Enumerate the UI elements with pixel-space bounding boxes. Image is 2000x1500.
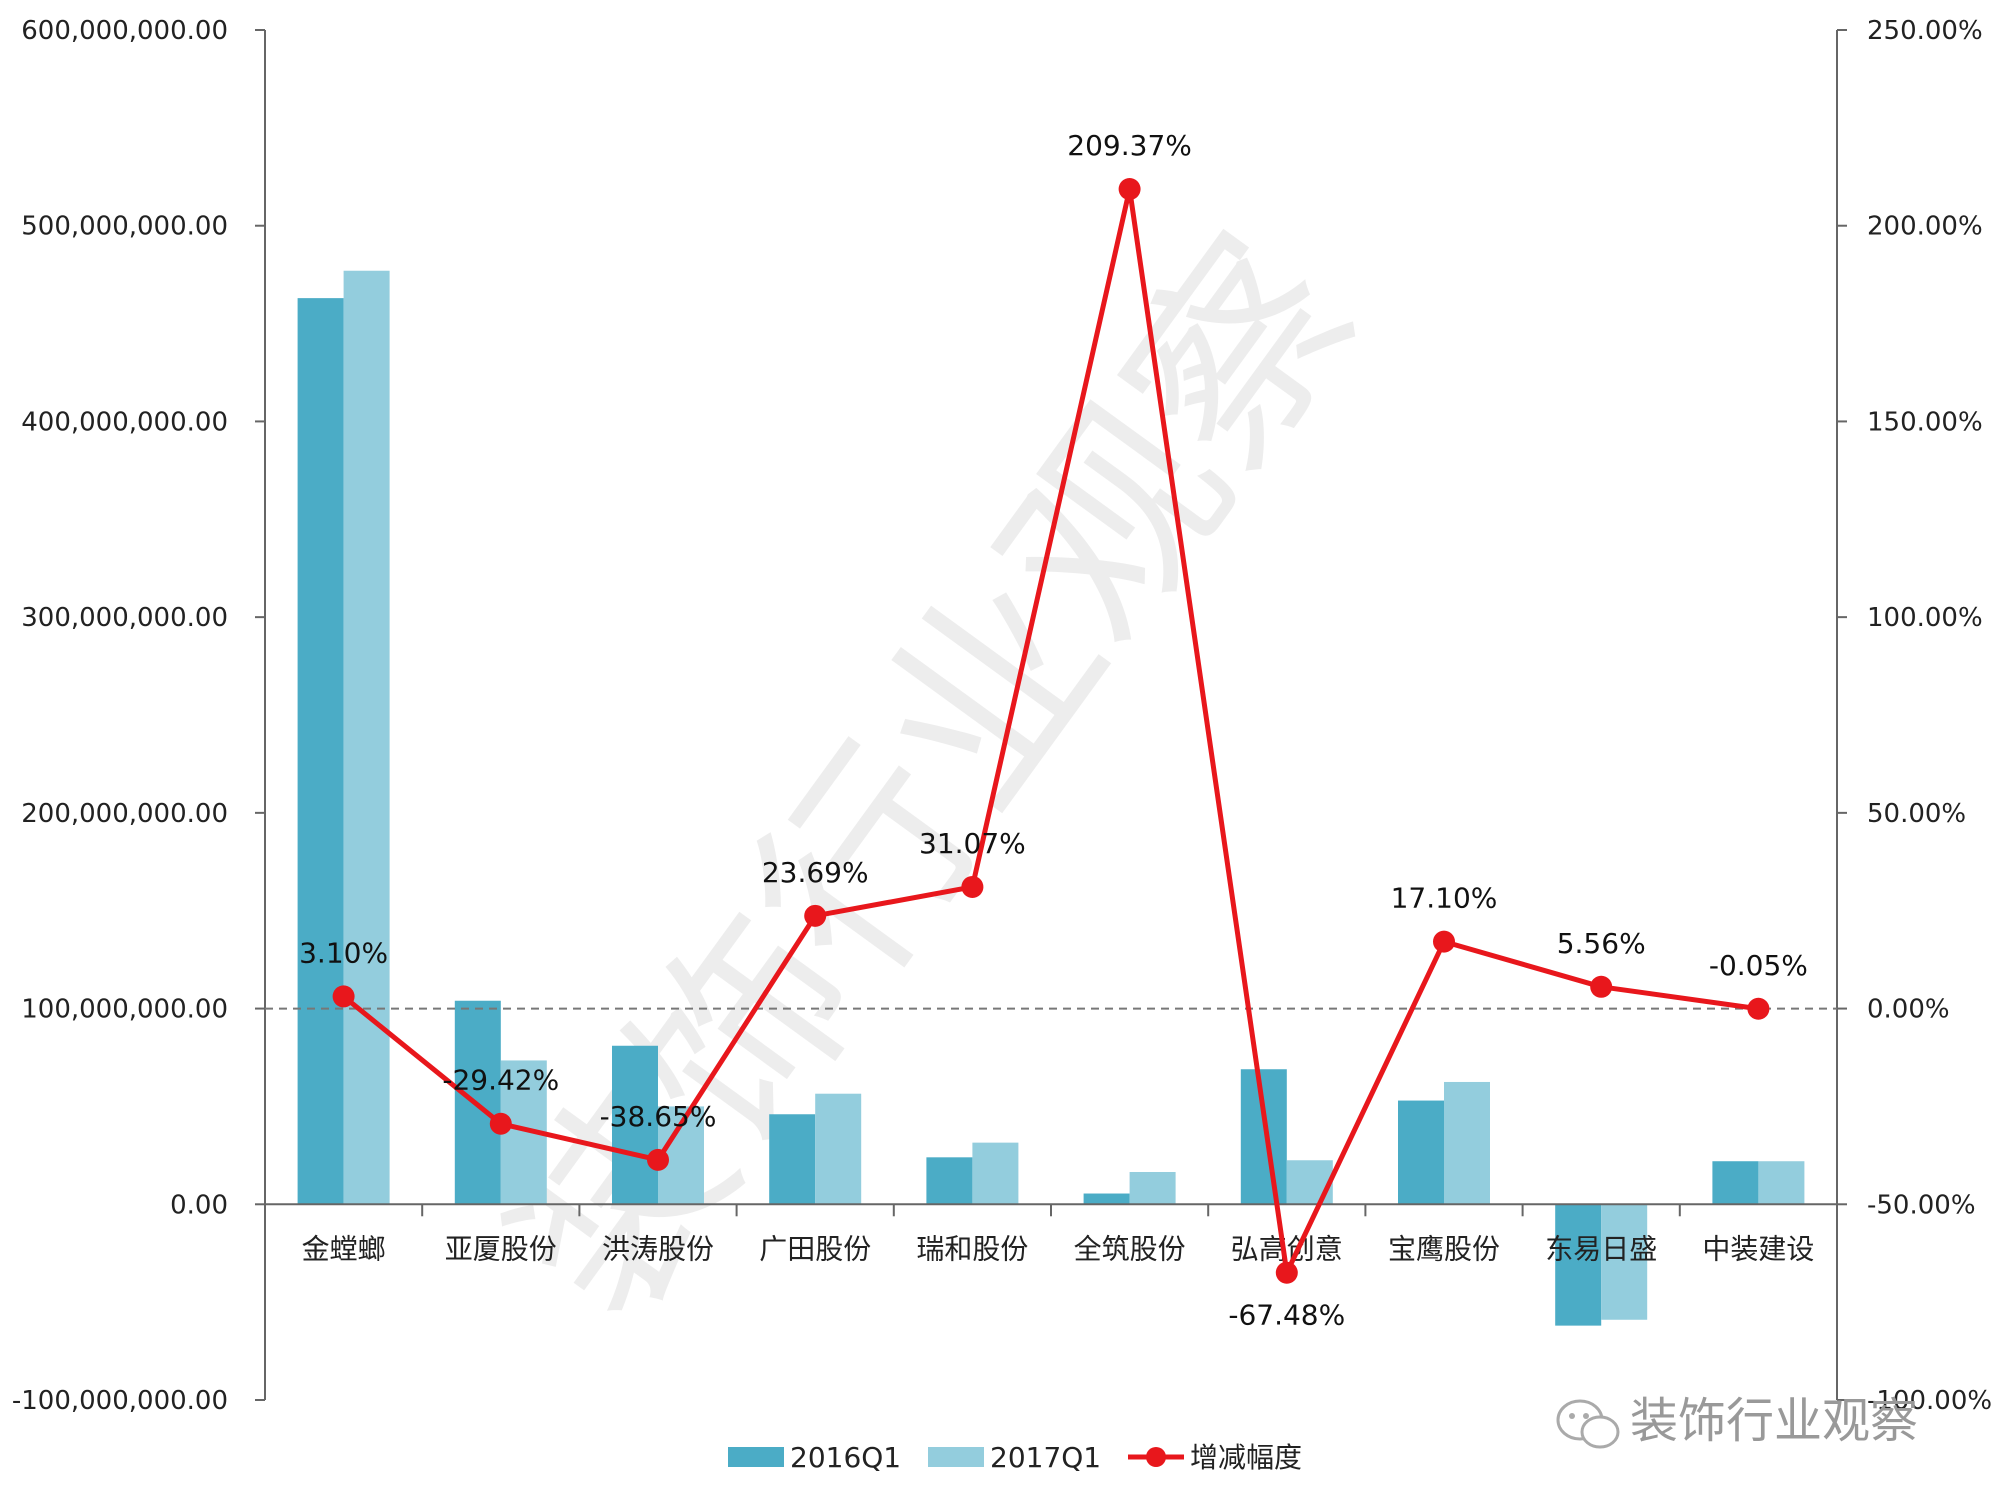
- left-tick-label: 200,000,000.00: [21, 799, 228, 829]
- logo-text: 装饰行业观察: [1630, 1393, 1918, 1449]
- left-tick-label: 500,000,000.00: [21, 212, 228, 242]
- growth-point: [489, 1112, 512, 1135]
- legend-swatch-2016Q1: [728, 1447, 784, 1467]
- left-tick-label: 400,000,000.00: [21, 407, 228, 437]
- growth-data-label: -0.05%: [1709, 949, 1808, 982]
- right-tick-label: 100.00%: [1867, 603, 1983, 633]
- left-tick-label: 300,000,000.00: [21, 603, 228, 633]
- category-label: 中装建设: [1702, 1232, 1814, 1265]
- left-tick-label: 100,000,000.00: [21, 995, 228, 1025]
- bar-2016Q1-2: [612, 1045, 658, 1205]
- left-tick-label: 600,000,000.00: [21, 16, 228, 46]
- bar-2016Q1-5: [1083, 1193, 1130, 1205]
- legend-label: 增减幅度: [1190, 1441, 1302, 1474]
- bar-2016Q1-8: [1555, 1204, 1602, 1326]
- brand-logo: 装饰行业观察: [1556, 1393, 1918, 1449]
- growth-point: [647, 1148, 669, 1171]
- bar-2017Q1-4: [972, 1142, 1019, 1205]
- category-label: 洪涛股份: [602, 1232, 714, 1265]
- right-tick-label: -100.00%: [1867, 1386, 1992, 1416]
- growth-point: [1590, 975, 1613, 998]
- legend-swatch-2017Q1: [928, 1447, 984, 1467]
- growth-data-label: -29.42%: [442, 1064, 559, 1097]
- growth-point: [1433, 930, 1455, 953]
- axes-layer: -100,000,000.00 0.00 100,000,000.00 200,000…: [12, 16, 1992, 1416]
- growth-point: [1118, 178, 1141, 201]
- wechat-icon: [1556, 1399, 1620, 1449]
- bar-2017Q1-3: [815, 1093, 862, 1205]
- left-tick-label: -100,000,000.00: [12, 1386, 228, 1416]
- bar-2017Q1-5: [1129, 1171, 1176, 1205]
- line-layer: [332, 178, 1770, 1284]
- growth-line: [342, 186, 1759, 1276]
- growth-data-label: 17.10%: [1391, 882, 1498, 915]
- growth-point: [1275, 1261, 1298, 1284]
- growth-data-label: 5.56%: [1557, 927, 1646, 960]
- legend-label: 2016Q1: [790, 1441, 901, 1474]
- bar-2016Q1-3: [769, 1114, 816, 1205]
- growth-data-label: 209.37%: [1067, 129, 1192, 162]
- category-label: 瑞和股份: [916, 1232, 1028, 1265]
- right-tick-label: 250.00%: [1867, 16, 1983, 46]
- category-label: 亚厦股份: [445, 1232, 557, 1265]
- growth-data-label: 3.10%: [299, 936, 388, 969]
- growth-point: [804, 904, 827, 927]
- legend: 2016Q1 2017Q1 增减幅度: [728, 1441, 1302, 1474]
- bar-2017Q1-0: [343, 270, 390, 1205]
- right-tick-label: 200.00%: [1867, 212, 1983, 242]
- right-tick-label: 50.00%: [1867, 799, 1966, 829]
- right-tick-label: -50.00%: [1867, 1190, 1976, 1220]
- bar-2017Q1-8: [1601, 1204, 1648, 1320]
- labels-layer: 3.10% -29.42% -38.65% 23.69% 31.07% 209.37% -6…: [299, 129, 1808, 1332]
- right-tick-label: 0.00%: [1867, 995, 1950, 1025]
- growth-point: [961, 875, 984, 898]
- bar-2016Q1-4: [926, 1157, 973, 1205]
- bar-2016Q1-7: [1398, 1100, 1444, 1205]
- category-label: 金螳螂: [302, 1232, 386, 1265]
- growth-data-label: -67.48%: [1228, 1299, 1345, 1332]
- growth-point: [1747, 997, 1770, 1020]
- bars-layer: [297, 270, 1805, 1326]
- bar-2017Q1-7: [1444, 1081, 1490, 1205]
- legend-label: 2017Q1: [990, 1441, 1101, 1474]
- category-label: 全筑股份: [1074, 1232, 1186, 1265]
- category-label: 东易日盛: [1545, 1232, 1657, 1265]
- growth-data-label: -38.65%: [600, 1100, 717, 1133]
- growth-data-label: 23.69%: [762, 856, 869, 889]
- bar-2016Q1-9: [1712, 1161, 1759, 1205]
- bar-2017Q1-9: [1758, 1161, 1805, 1205]
- bar-2016Q1-0: [297, 298, 344, 1205]
- left-tick-label: 0.00: [170, 1190, 228, 1220]
- right-tick-label: 150.00%: [1867, 407, 1983, 437]
- growth-point: [332, 985, 355, 1008]
- legend-swatch-marker: [1146, 1447, 1166, 1467]
- bar-2016Q1-6: [1240, 1069, 1287, 1205]
- category-label: 广田股份: [759, 1232, 871, 1265]
- bar-2017Q1-6: [1286, 1160, 1333, 1205]
- category-label: 宝鹰股份: [1388, 1232, 1500, 1265]
- growth-data-label: 31.07%: [919, 827, 1026, 860]
